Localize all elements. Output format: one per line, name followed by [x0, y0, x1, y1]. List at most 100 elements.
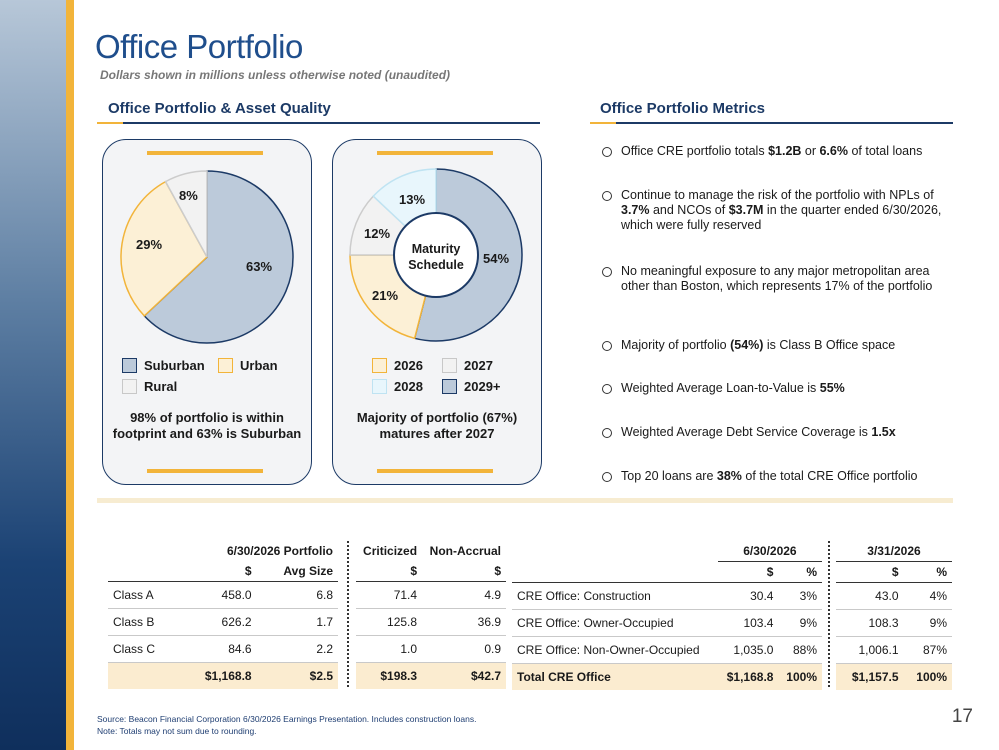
col-group-portfolio: 6/30/2026 Portfolio: [226, 544, 333, 558]
maturity-donut-chart: [349, 168, 523, 342]
bullet-text-part: 38%: [716, 469, 742, 483]
bullet-text-part: 6.6%: [819, 144, 848, 158]
table-row: Class B 626.2 1.7: [108, 608, 338, 636]
col-header-non-accrual-amount: $: [422, 561, 506, 582]
legend-swatch-urban: [218, 358, 233, 373]
legend-2027: 2027: [442, 358, 493, 373]
table-separator: [828, 541, 830, 687]
table-cell: 2.2: [256, 635, 338, 663]
table-cell: 87%: [903, 636, 952, 664]
pie-slice-suburban: [143, 170, 294, 344]
table-total-cell: 100%: [778, 663, 822, 690]
bullet-text-part: No meaningful exposure to any major metr…: [621, 264, 933, 293]
table-cell: 88%: [778, 636, 822, 664]
left-decorative-bar: [0, 0, 66, 750]
table-cell: 458.0: [179, 581, 257, 609]
rounding-footnote: Note: Totals may not sum due to rounding…: [97, 726, 257, 736]
col-group-current: 6/30/2026: [717, 541, 822, 562]
bullet-text-part: and NCOs of: [649, 203, 729, 217]
maturity-caption: Majority of portfolio (67%) matures afte…: [356, 410, 518, 441]
col-header-prior-pct: %: [903, 561, 952, 583]
bullet-text-part: Continue to manage the risk of the portf…: [621, 188, 934, 202]
legend-swatch-suburban: [122, 358, 137, 373]
bullet-text: Continue to manage the risk of the portf…: [621, 188, 952, 233]
page-title: Office Portfolio: [95, 28, 303, 65]
bullet-text-part: of the total CRE Office portfolio: [741, 469, 918, 483]
table-total-cell: 100%: [903, 663, 952, 690]
table-total-cell: $2.5: [256, 662, 338, 689]
table-cell: 43.0: [836, 582, 904, 610]
table-row: CRE Office: Non-Owner-Occupied 1,035.0 88%: [512, 636, 822, 664]
table-cell: 71.4: [356, 581, 423, 609]
col-group-criticized: Criticized: [363, 544, 418, 558]
table-total-row: Total CRE Office $1,168.8 100%: [512, 663, 822, 690]
col-header-current-amount: $: [717, 561, 779, 583]
table-total-cell: $198.3: [356, 662, 423, 689]
legend-swatch-2028: [372, 379, 387, 394]
table-row: 125.8 36.9: [356, 608, 506, 636]
table-cell: 1,006.1: [836, 636, 904, 664]
class-table: 6/30/2026 Portfolio $ Avg Size Class A 458…: [108, 541, 338, 689]
table-cell: 4%: [903, 582, 952, 610]
metric-bullet: Majority of portfolio (54%) is Class B O…: [602, 338, 952, 353]
table-cell: 30.4: [717, 582, 779, 610]
card-accent-bottom: [147, 469, 263, 473]
table-cell: 108.3: [836, 609, 904, 637]
table-cell: 1,035.0: [717, 636, 779, 664]
table-cell: 84.6: [179, 635, 257, 663]
bullet-text: Weighted Average Loan-to-Value is 55%: [621, 381, 845, 396]
table-total-cell: Total CRE Office: [512, 663, 718, 690]
metric-bullet: Weighted Average Loan-to-Value is 55%: [602, 381, 952, 396]
legend-swatch-2027: [442, 358, 457, 373]
bullet-text: Majority of portfolio (54%) is Class B O…: [621, 338, 895, 353]
table-row: 1,006.1 87%: [836, 636, 952, 664]
donut-label-2026: 21%: [372, 288, 399, 303]
card-accent-top: [377, 151, 493, 155]
legend-swatch-2026: [372, 358, 387, 373]
metric-bullet: Continue to manage the risk of the portf…: [602, 188, 952, 233]
legend-2029plus: 2029+: [442, 379, 501, 394]
section-rule-left: [97, 122, 540, 124]
legend-urban: Urban: [218, 358, 278, 373]
table-cell: 36.9: [422, 608, 506, 636]
table-cell: 125.8: [356, 608, 423, 636]
table-cell: Class C: [108, 635, 180, 663]
metric-bullet: Office CRE portfolio totals $1.2B or 6.6…: [602, 144, 952, 159]
legend-label-2027: 2027: [464, 358, 493, 373]
location-pie-chart: [120, 170, 294, 344]
bullet-circle-icon: [602, 267, 612, 277]
bullet-text-part: $3.7M: [728, 203, 764, 217]
table-total-cell: $1,168.8: [179, 662, 257, 689]
bullet-circle-icon: [602, 472, 612, 482]
section-heading-metrics: Office Portfolio Metrics: [600, 100, 766, 117]
col-header-amount: $: [179, 561, 257, 582]
table-cell: CRE Office: Non-Owner-Occupied: [512, 636, 718, 664]
pie-slice-rural: [164, 170, 208, 258]
table-total-row: $1,157.5 100%: [836, 663, 952, 690]
legend-suburban: Suburban: [122, 358, 205, 373]
table-cell: 4.9: [422, 581, 506, 609]
table-row: Class C 84.6 2.2: [108, 635, 338, 663]
table-row: 1.0 0.9: [356, 635, 506, 663]
legend-swatch-rural: [122, 379, 137, 394]
table-row: 43.0 4%: [836, 582, 952, 610]
pie-label-rural: 8%: [179, 188, 198, 203]
col-group-prior: 3/31/2026: [836, 541, 952, 562]
bullet-text-part: in the quarter ended 6/30/2026, which we…: [621, 203, 942, 232]
table-cell: 103.4: [717, 609, 779, 637]
legend-label-rural: Rural: [144, 379, 178, 394]
table-row: CRE Office: Owner-Occupied 103.4 9%: [512, 609, 822, 637]
bullet-circle-icon: [602, 384, 612, 394]
bullet-text: Weighted Average Debt Service Coverage i…: [621, 425, 896, 440]
pie-label-urban: 29%: [136, 237, 163, 252]
table-total-cell: [108, 662, 180, 689]
bullet-text-part: Office CRE portfolio totals: [621, 144, 769, 158]
page-subtitle: Dollars shown in millions unless otherwi…: [100, 68, 451, 82]
col-header-current-pct: %: [778, 561, 822, 583]
col-header-prior-amount: $: [836, 561, 904, 583]
table-cell: 6.8: [256, 581, 338, 609]
bullet-text: Office CRE portfolio totals $1.2B or 6.6…: [621, 144, 922, 159]
page-number: 17: [951, 706, 973, 727]
bullet-text-part: 1.5x: [871, 425, 896, 439]
table-row: 71.4 4.9: [356, 581, 506, 609]
